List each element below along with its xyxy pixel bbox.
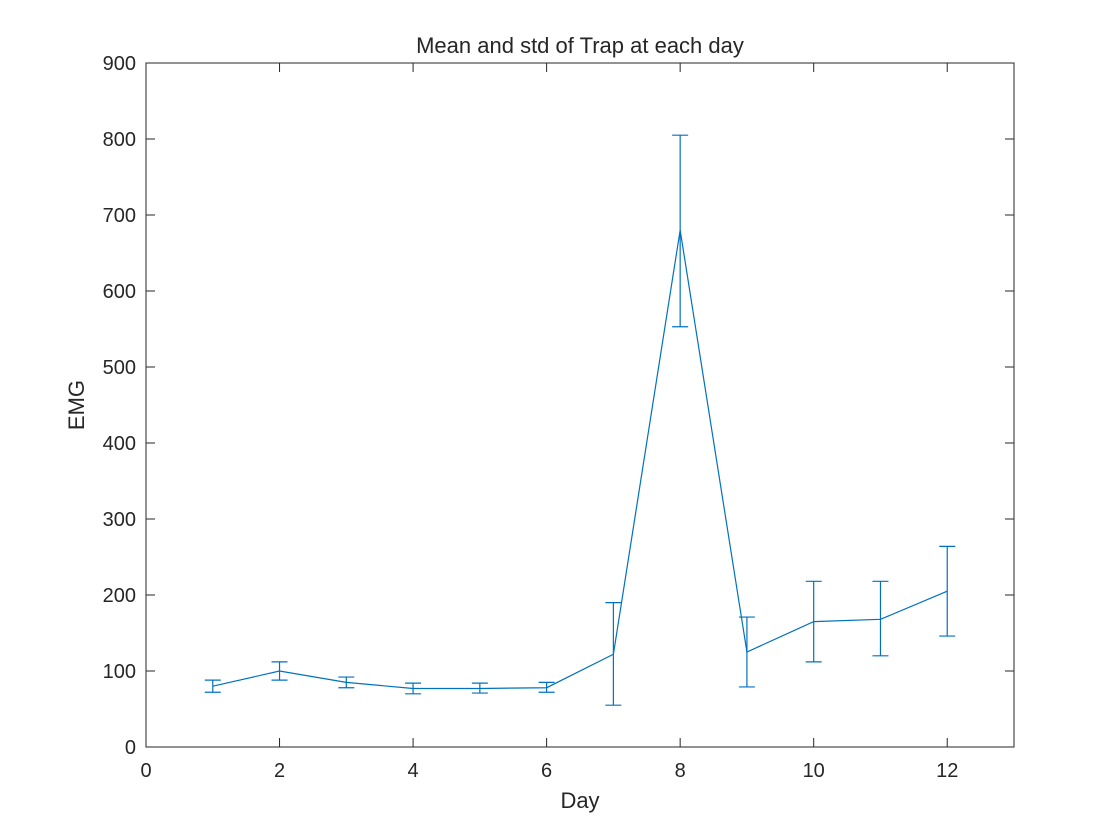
error-bar — [471, 682, 488, 694]
axis-ticks: 0 2 4 6 8 10 12 0 100 200 300 400 500 600 700 800 900 — [103, 53, 1014, 782]
y-tick-label: 800 — [103, 129, 136, 151]
x-tick-label: 4 — [408, 760, 419, 782]
y-tick-label: 200 — [103, 585, 136, 607]
x-tick-label: 2 — [274, 760, 285, 782]
error-bar — [204, 679, 221, 693]
y-tick-label: 500 — [103, 357, 136, 379]
x-tick-label: 12 — [936, 760, 958, 782]
x-axis-label: Day — [560, 788, 599, 813]
y-tick-label: 600 — [103, 281, 136, 303]
y-tick-label: 100 — [103, 661, 136, 683]
error-bar — [939, 545, 956, 637]
error-bar — [872, 580, 889, 657]
error-bar — [805, 580, 822, 663]
y-axis-label: EMG — [64, 380, 89, 430]
plot-area — [145, 62, 1015, 748]
mean-line — [212, 230, 948, 690]
y-tick-label: 300 — [103, 509, 136, 531]
x-tick-label: 10 — [803, 760, 825, 782]
error-bar — [738, 616, 755, 688]
error-bar — [405, 682, 422, 695]
error-bar — [271, 661, 288, 681]
x-tick-label: 0 — [140, 760, 151, 782]
x-tick-label: 6 — [541, 760, 552, 782]
error-bar — [672, 134, 689, 328]
y-tick-label: 700 — [103, 205, 136, 227]
error-bar — [338, 676, 355, 689]
y-tick-label: 400 — [103, 433, 136, 455]
x-tick-label: 8 — [675, 760, 686, 782]
y-tick-label: 0 — [125, 737, 136, 759]
error-bar — [605, 601, 622, 706]
chart-title: Mean and std of Trap at each day — [416, 33, 744, 58]
error-bar — [538, 681, 555, 693]
y-tick-label: 900 — [103, 53, 136, 75]
data-marks — [204, 134, 956, 706]
